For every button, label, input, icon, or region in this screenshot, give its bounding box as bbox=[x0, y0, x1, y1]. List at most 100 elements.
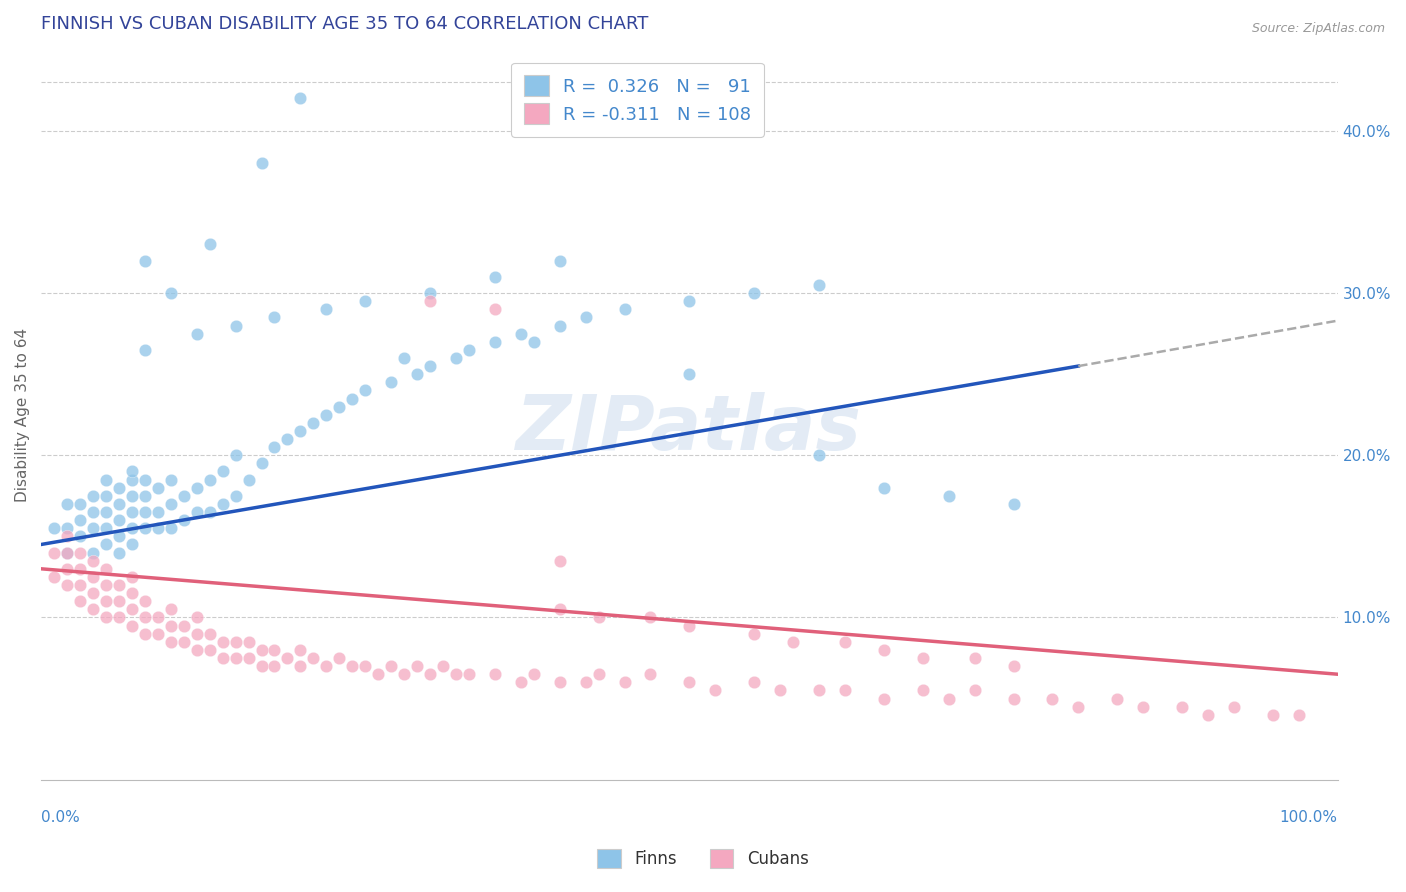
Point bbox=[134, 505, 156, 519]
Point bbox=[108, 497, 131, 511]
Point bbox=[678, 367, 700, 381]
Point bbox=[134, 521, 156, 535]
Point bbox=[263, 643, 285, 657]
Point bbox=[198, 473, 221, 487]
Point bbox=[159, 618, 181, 632]
Point bbox=[56, 562, 79, 576]
Point bbox=[250, 643, 273, 657]
Point bbox=[873, 691, 896, 706]
Legend: R =  0.326   N =   91, R = -0.311   N = 108: R = 0.326 N = 91, R = -0.311 N = 108 bbox=[510, 62, 763, 136]
Point bbox=[121, 465, 143, 479]
Point bbox=[808, 683, 831, 698]
Point bbox=[523, 334, 546, 349]
Point bbox=[769, 683, 792, 698]
Point bbox=[704, 683, 727, 698]
Point bbox=[873, 643, 896, 657]
Point bbox=[146, 481, 169, 495]
Point bbox=[1002, 659, 1025, 673]
Point bbox=[56, 545, 79, 559]
Point bbox=[588, 610, 610, 624]
Point bbox=[42, 521, 65, 535]
Point bbox=[548, 253, 571, 268]
Point bbox=[873, 481, 896, 495]
Point bbox=[354, 294, 377, 309]
Point bbox=[94, 562, 117, 576]
Point bbox=[82, 602, 104, 616]
Point bbox=[458, 343, 481, 357]
Point bbox=[1197, 707, 1219, 722]
Point bbox=[911, 683, 934, 698]
Point bbox=[173, 634, 195, 648]
Point bbox=[211, 497, 233, 511]
Point bbox=[678, 294, 700, 309]
Point bbox=[509, 326, 531, 341]
Point bbox=[276, 651, 298, 665]
Legend: Finns, Cubans: Finns, Cubans bbox=[591, 842, 815, 875]
Point bbox=[911, 651, 934, 665]
Point bbox=[134, 594, 156, 608]
Point bbox=[380, 659, 402, 673]
Point bbox=[56, 578, 79, 592]
Point bbox=[134, 253, 156, 268]
Point bbox=[146, 610, 169, 624]
Point bbox=[290, 91, 312, 105]
Point bbox=[575, 310, 598, 325]
Point bbox=[938, 489, 960, 503]
Point bbox=[354, 659, 377, 673]
Point bbox=[302, 651, 325, 665]
Point bbox=[419, 359, 441, 373]
Point bbox=[315, 408, 337, 422]
Point bbox=[263, 310, 285, 325]
Point bbox=[290, 659, 312, 673]
Point bbox=[432, 659, 454, 673]
Point bbox=[1288, 707, 1310, 722]
Point bbox=[380, 376, 402, 390]
Point bbox=[392, 351, 415, 365]
Point bbox=[548, 602, 571, 616]
Point bbox=[146, 521, 169, 535]
Point bbox=[575, 675, 598, 690]
Text: Source: ZipAtlas.com: Source: ZipAtlas.com bbox=[1251, 22, 1385, 36]
Point bbox=[225, 489, 247, 503]
Point bbox=[808, 277, 831, 292]
Point bbox=[108, 545, 131, 559]
Point bbox=[354, 384, 377, 398]
Point bbox=[56, 545, 79, 559]
Point bbox=[56, 497, 79, 511]
Point bbox=[108, 513, 131, 527]
Point bbox=[134, 489, 156, 503]
Point bbox=[94, 489, 117, 503]
Text: 100.0%: 100.0% bbox=[1279, 810, 1337, 825]
Point bbox=[211, 651, 233, 665]
Text: FINNISH VS CUBAN DISABILITY AGE 35 TO 64 CORRELATION CHART: FINNISH VS CUBAN DISABILITY AGE 35 TO 64… bbox=[41, 15, 648, 33]
Point bbox=[484, 334, 506, 349]
Point bbox=[250, 659, 273, 673]
Point bbox=[173, 489, 195, 503]
Point bbox=[134, 473, 156, 487]
Point bbox=[94, 537, 117, 551]
Point bbox=[419, 667, 441, 681]
Point bbox=[121, 618, 143, 632]
Point bbox=[782, 634, 804, 648]
Point bbox=[1042, 691, 1064, 706]
Point bbox=[444, 667, 467, 681]
Point bbox=[42, 545, 65, 559]
Point bbox=[276, 432, 298, 446]
Point bbox=[94, 578, 117, 592]
Point bbox=[159, 286, 181, 301]
Point bbox=[315, 659, 337, 673]
Point bbox=[250, 456, 273, 470]
Point bbox=[238, 634, 260, 648]
Point bbox=[1171, 699, 1194, 714]
Point bbox=[963, 683, 986, 698]
Point bbox=[56, 521, 79, 535]
Point bbox=[406, 367, 429, 381]
Y-axis label: Disability Age 35 to 64: Disability Age 35 to 64 bbox=[15, 327, 30, 502]
Point bbox=[121, 473, 143, 487]
Text: 0.0%: 0.0% bbox=[41, 810, 80, 825]
Point bbox=[94, 505, 117, 519]
Point bbox=[69, 513, 91, 527]
Point bbox=[82, 489, 104, 503]
Point bbox=[290, 643, 312, 657]
Point bbox=[82, 586, 104, 600]
